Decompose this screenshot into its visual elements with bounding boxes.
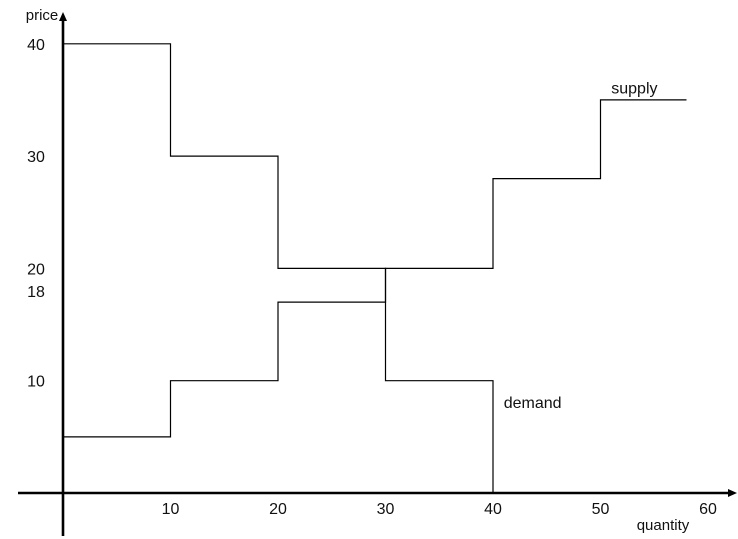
- annotation-layer: supply demand: [504, 81, 658, 412]
- y-tick-label: 40: [27, 37, 45, 54]
- demand-label: demand: [504, 395, 562, 412]
- x-axis-label: quantity: [637, 517, 690, 534]
- y-tick-label: 30: [27, 149, 45, 166]
- y-tick-labels: 10 18 20 30 40: [27, 37, 45, 391]
- x-tick-label: 50: [592, 501, 610, 518]
- x-tick-labels: 10 20 30 40 50 60: [162, 501, 717, 518]
- x-tick-label: 30: [377, 501, 395, 518]
- supply-label: supply: [611, 81, 657, 98]
- series-layer: [63, 43, 687, 493]
- y-axis-arrow-icon: [59, 12, 67, 21]
- y-tick-label: 10: [27, 374, 45, 391]
- x-tick-label: 60: [699, 501, 717, 518]
- y-axis-label: price: [26, 7, 59, 24]
- x-tick-label: 10: [162, 501, 180, 518]
- x-tick-label: 40: [484, 501, 502, 518]
- y-tick-label: 20: [27, 261, 45, 278]
- x-axis-arrow-icon: [728, 489, 737, 497]
- x-tick-label: 20: [269, 501, 287, 518]
- axes: [18, 12, 737, 536]
- y-tick-label: 18: [27, 284, 45, 301]
- demand-step-line: [63, 43, 494, 493]
